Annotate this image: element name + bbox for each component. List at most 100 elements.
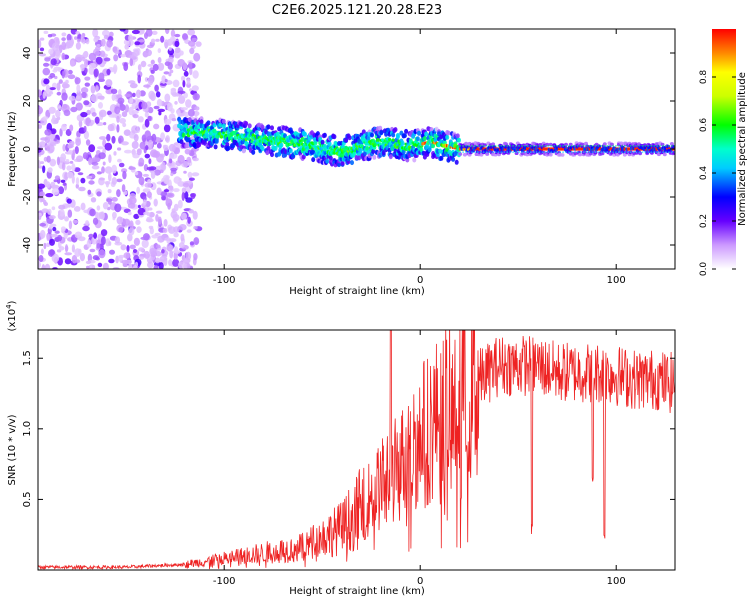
noise-cell <box>143 164 148 172</box>
noise-cell <box>170 167 178 172</box>
ridge-edge-cell <box>571 145 573 147</box>
noise-cell <box>101 236 106 246</box>
ridge-cell <box>273 145 278 151</box>
noise-cell <box>88 180 95 185</box>
noise-cell <box>124 93 131 98</box>
ridge-edge-cell <box>656 145 658 147</box>
ridge-core-cell <box>297 143 301 147</box>
spectrogram-ytick-label: 40 <box>22 47 33 60</box>
ridge-cell <box>402 133 407 139</box>
noise-cell <box>104 142 113 151</box>
ridge-cell <box>251 149 256 155</box>
ridge-core-cell <box>577 147 580 151</box>
noise-cell <box>87 175 93 179</box>
noise-cell <box>39 37 45 41</box>
ridge-core-cell <box>627 147 629 151</box>
noise-cell <box>49 238 55 246</box>
noise-cell <box>122 122 127 128</box>
ridge-edge-cell <box>597 151 600 153</box>
noise-cell <box>187 171 193 179</box>
ridge-edge-cell <box>512 151 514 153</box>
ridge-edge-cell <box>594 151 597 153</box>
noise-cell <box>160 191 168 197</box>
noise-cell <box>56 234 63 242</box>
noise-cell <box>60 226 66 232</box>
noise-cell <box>119 29 126 32</box>
noise-cell <box>171 92 178 97</box>
noise-cell <box>44 57 51 62</box>
noise-cell <box>106 39 113 48</box>
noise-cell <box>114 106 121 115</box>
ridge-edge-cell <box>647 151 650 153</box>
noise-cell <box>153 123 160 130</box>
ridge-cell <box>350 160 354 166</box>
noise-cell <box>191 85 199 92</box>
ridge-edge-cell <box>521 151 523 153</box>
ridge-cell <box>393 127 398 133</box>
noise-cell <box>61 52 66 61</box>
noise-cell <box>99 136 107 140</box>
noise-cell <box>85 139 91 146</box>
noise-cell <box>114 236 121 244</box>
noise-cell <box>121 141 129 146</box>
noise-cell <box>139 141 147 150</box>
noise-cell <box>174 40 180 48</box>
noise-cell <box>157 62 165 71</box>
noise-cell <box>116 115 120 123</box>
noise-cell <box>144 153 150 159</box>
noise-cell <box>88 144 96 153</box>
noise-cell <box>48 226 53 230</box>
noise-cell <box>66 171 74 179</box>
noise-cell <box>118 162 125 168</box>
noise-cell <box>144 182 152 188</box>
noise-cell <box>54 75 58 80</box>
noise-cell <box>48 91 54 95</box>
noise-cell <box>102 161 106 166</box>
noise-cell <box>39 191 45 197</box>
ridge-cell <box>303 131 307 137</box>
noise-cell <box>75 177 80 185</box>
noise-cell <box>147 139 153 149</box>
noise-cell <box>104 166 113 174</box>
noise-cell <box>128 34 133 42</box>
ridge-edge-cell <box>668 145 670 147</box>
noise-cell <box>149 227 154 235</box>
noise-cell <box>107 124 115 132</box>
ridge-edge-cell <box>500 151 503 153</box>
noise-cell <box>120 244 127 251</box>
noise-cell <box>157 57 162 64</box>
spectrogram-ylabel: Frequency (Hz) <box>7 111 18 187</box>
ridge-edge-cell <box>662 145 664 147</box>
noise-cell <box>181 192 185 201</box>
noise-cell <box>172 258 180 267</box>
noise-cell <box>43 202 49 206</box>
ridge-edge-cell <box>465 151 467 153</box>
noise-cell <box>75 31 80 35</box>
ridge-cell <box>352 151 357 157</box>
noise-cell <box>150 59 155 65</box>
noise-cell <box>136 186 141 194</box>
noise-cell <box>56 104 62 109</box>
noise-cell <box>164 93 171 103</box>
ridge-cell <box>560 153 565 157</box>
ridge-cell <box>214 138 219 144</box>
noise-cell <box>44 129 52 136</box>
noise-cell <box>128 54 137 59</box>
noise-cell <box>111 164 117 174</box>
noise-cell <box>92 217 99 225</box>
noise-cell <box>165 29 170 35</box>
noise-cell <box>123 39 130 45</box>
ridge-core-cell <box>580 147 582 151</box>
noise-cell <box>107 110 112 116</box>
noise-cell <box>112 211 117 219</box>
noise-cell <box>123 252 130 259</box>
noise-cell <box>118 135 124 144</box>
ridge-cell <box>311 157 316 163</box>
noise-cell <box>107 189 112 194</box>
noise-cell <box>72 149 76 156</box>
ridge-edge-cell <box>515 151 517 153</box>
ridge-core-cell <box>623 147 625 151</box>
noise-cell <box>91 157 99 162</box>
ridge-edge-cell <box>471 151 473 153</box>
noise-cell <box>162 228 168 233</box>
